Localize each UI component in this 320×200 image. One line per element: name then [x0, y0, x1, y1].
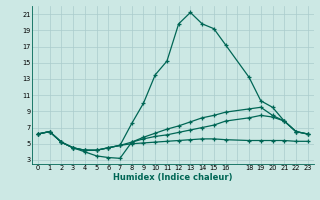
X-axis label: Humidex (Indice chaleur): Humidex (Indice chaleur) — [113, 173, 233, 182]
